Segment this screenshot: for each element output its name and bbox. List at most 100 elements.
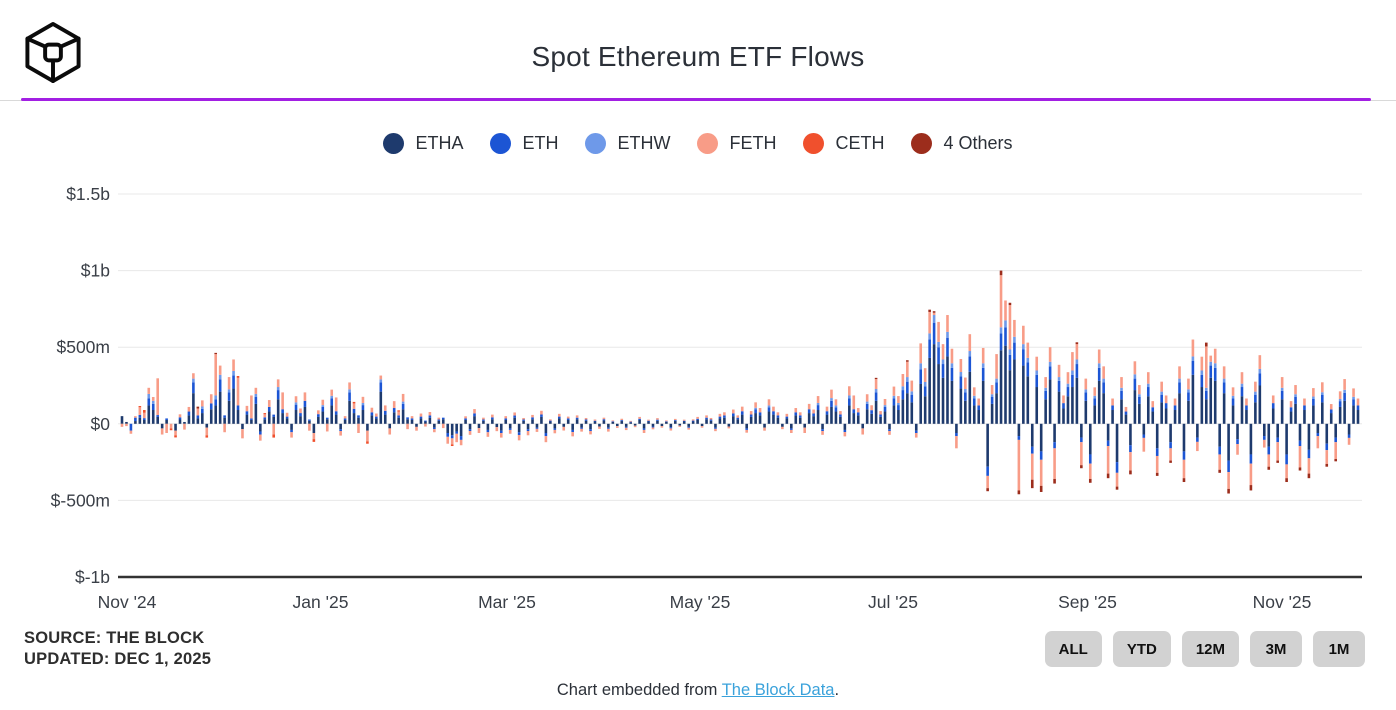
bar-segment[interactable]: [209, 403, 213, 410]
bar-segment[interactable]: [446, 423, 450, 433]
bar-segment[interactable]: [143, 418, 146, 420]
bar-segment[interactable]: [825, 414, 829, 424]
bar-segment[interactable]: [1338, 401, 1342, 407]
bar-segment[interactable]: [1030, 423, 1034, 447]
bar-segment[interactable]: [343, 418, 347, 420]
bar-segment[interactable]: [513, 415, 516, 418]
bar-segment[interactable]: [1097, 349, 1101, 364]
bar-segment[interactable]: [959, 376, 963, 389]
bar-segment[interactable]: [308, 423, 311, 431]
bar-segment[interactable]: [1196, 423, 1199, 438]
bar-segment[interactable]: [1071, 387, 1074, 424]
bar-segment[interactable]: [196, 406, 200, 409]
bar-segment[interactable]: [932, 312, 936, 316]
bar-segment[interactable]: [821, 423, 824, 430]
bar-segment[interactable]: [607, 428, 610, 432]
bar-segment[interactable]: [972, 405, 976, 424]
bar-segment[interactable]: [932, 315, 936, 323]
bar-segment[interactable]: [508, 429, 512, 434]
bar-segment[interactable]: [611, 420, 615, 422]
bar-segment[interactable]: [343, 419, 347, 424]
bar-segment[interactable]: [1307, 449, 1311, 459]
bar-segment[interactable]: [218, 391, 222, 424]
bar-segment[interactable]: [1294, 396, 1297, 404]
bar-segment[interactable]: [1030, 446, 1034, 454]
bar-segment[interactable]: [732, 413, 735, 417]
bar-segment[interactable]: [169, 428, 173, 431]
bar-segment[interactable]: [593, 421, 597, 424]
bar-segment[interactable]: [1231, 405, 1235, 424]
bar-segment[interactable]: [615, 426, 619, 428]
bar-segment[interactable]: [1343, 392, 1346, 401]
bar-segment[interactable]: [1066, 387, 1070, 397]
bar-segment[interactable]: [406, 423, 409, 430]
bar-segment[interactable]: [990, 396, 994, 404]
bar-segment[interactable]: [1240, 372, 1244, 384]
bar-segment[interactable]: [143, 410, 146, 413]
bar-segment[interactable]: [397, 417, 400, 424]
bar-segment[interactable]: [223, 423, 226, 433]
bar-segment[interactable]: [1329, 413, 1333, 424]
bar-segment[interactable]: [1209, 361, 1213, 366]
bar-segment[interactable]: [1173, 410, 1177, 424]
bar-segment[interactable]: [990, 394, 994, 397]
bar-segment[interactable]: [312, 432, 316, 440]
bar-segment[interactable]: [928, 339, 931, 358]
bar-segment[interactable]: [303, 400, 307, 407]
bar-segment[interactable]: [1142, 423, 1146, 435]
bar-segment[interactable]: [1312, 388, 1315, 397]
bar-segment[interactable]: [232, 388, 235, 424]
bar-segment[interactable]: [1325, 463, 1329, 467]
bar-segment[interactable]: [151, 400, 155, 404]
bar-segment[interactable]: [1187, 378, 1190, 390]
bar-segment[interactable]: [259, 423, 262, 432]
bar-segment[interactable]: [1280, 377, 1284, 388]
bar-segment[interactable]: [272, 414, 276, 417]
bar-segment[interactable]: [294, 404, 298, 411]
bar-segment[interactable]: [1106, 423, 1110, 441]
bar-segment[interactable]: [928, 311, 931, 334]
bar-segment[interactable]: [165, 418, 168, 420]
bar-segment[interactable]: [1298, 467, 1302, 471]
bar-segment[interactable]: [865, 403, 869, 410]
bar-segment[interactable]: [848, 398, 851, 406]
bar-segment[interactable]: [392, 401, 396, 409]
bar-segment[interactable]: [473, 409, 476, 414]
bar-segment[interactable]: [1124, 406, 1128, 412]
bar-segment[interactable]: [571, 429, 574, 433]
bar-segment[interactable]: [1227, 488, 1230, 494]
bar-segment[interactable]: [1334, 423, 1337, 438]
bar-segment[interactable]: [888, 431, 891, 435]
bar-segment[interactable]: [1173, 405, 1177, 411]
bar-segment[interactable]: [303, 406, 307, 424]
bar-segment[interactable]: [1227, 460, 1230, 473]
bar-segment[interactable]: [959, 358, 963, 373]
bar-segment[interactable]: [1178, 366, 1181, 379]
bar-segment[interactable]: [638, 419, 641, 424]
bar-segment[interactable]: [1218, 454, 1221, 470]
bar-segment[interactable]: [981, 367, 985, 381]
bar-segment[interactable]: [1280, 387, 1284, 391]
bar-segment[interactable]: [553, 428, 557, 430]
bar-segment[interactable]: [1329, 409, 1333, 414]
bar-segment[interactable]: [125, 423, 128, 427]
bar-segment[interactable]: [1352, 388, 1355, 397]
bar-segment[interactable]: [874, 389, 878, 393]
bar-segment[interactable]: [673, 421, 677, 424]
bar-segment[interactable]: [370, 412, 374, 416]
bar-segment[interactable]: [1213, 348, 1217, 364]
bar-segment[interactable]: [986, 475, 989, 489]
bar-segment[interactable]: [272, 416, 276, 424]
bar-segment[interactable]: [1039, 459, 1043, 486]
bar-segment[interactable]: [134, 421, 137, 424]
bar-segment[interactable]: [839, 416, 842, 424]
bar-segment[interactable]: [401, 393, 405, 402]
the-block-data-link[interactable]: The Block Data: [721, 681, 835, 699]
bar-segment[interactable]: [361, 396, 365, 403]
bar-segment[interactable]: [1030, 479, 1034, 489]
bar-segment[interactable]: [562, 426, 566, 431]
bar-segment[interactable]: [1102, 366, 1105, 379]
bar-segment[interactable]: [294, 402, 298, 405]
bar-segment[interactable]: [696, 416, 699, 419]
bar-segment[interactable]: [178, 417, 182, 420]
